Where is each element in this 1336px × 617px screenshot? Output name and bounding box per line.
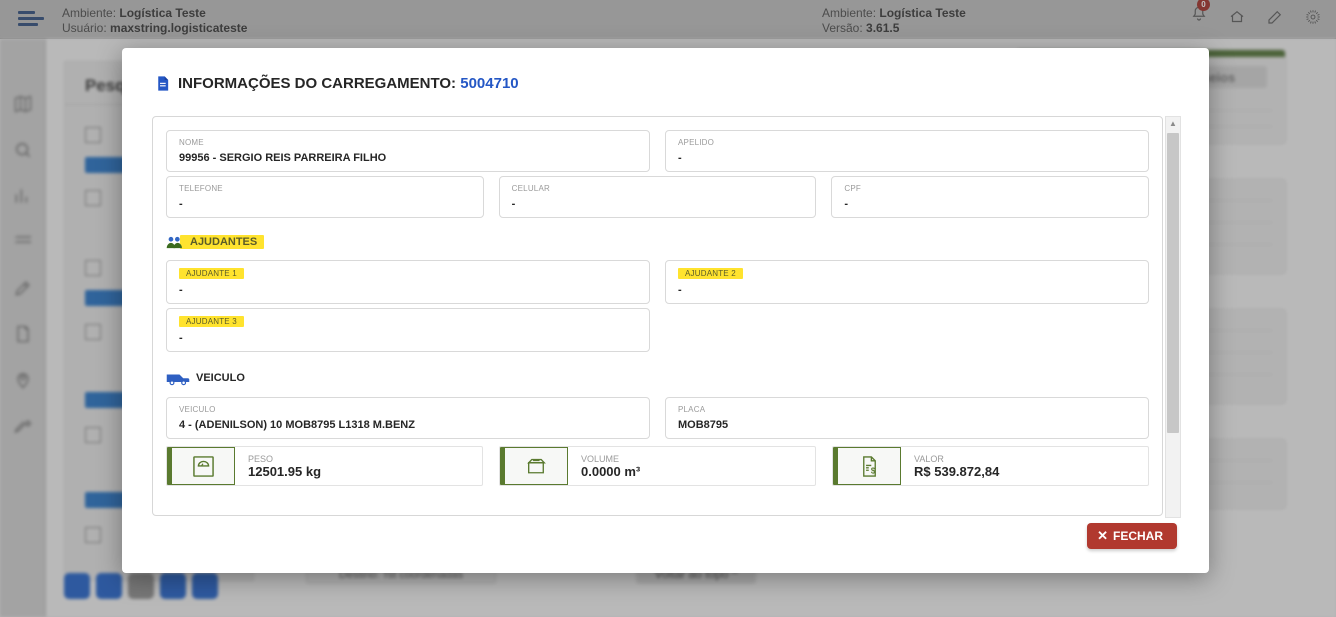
svg-text:$: $ [870, 466, 875, 475]
